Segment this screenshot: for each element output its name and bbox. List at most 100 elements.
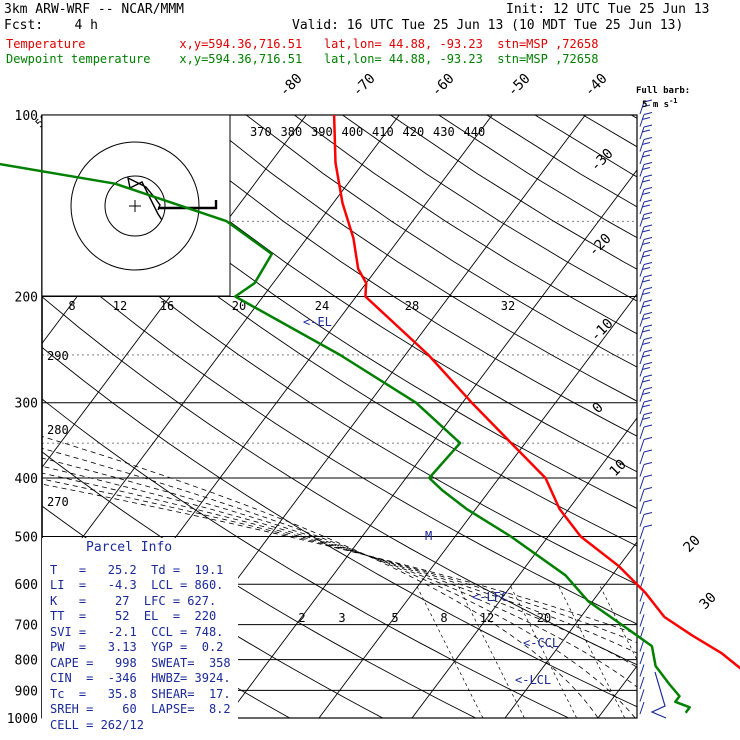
theta-label: 380 — [281, 125, 303, 139]
forecast-hour: Fcst: 4 h — [4, 18, 98, 33]
mixing-ratio-label: 8 — [68, 299, 75, 313]
isotherm-label: -60 — [429, 71, 458, 100]
mixing-ratio-label: 3 — [338, 611, 345, 625]
parcel-row: CELL = 262/12 — [50, 718, 144, 732]
pressure-tick-label: 1000 — [7, 712, 38, 727]
wind-barb — [643, 349, 653, 353]
dry-adiabat — [582, 115, 637, 148]
isotherm-label: -70 — [350, 71, 379, 100]
wind-barb — [639, 239, 645, 252]
wind-barb — [639, 564, 645, 577]
wind-barb — [639, 101, 645, 115]
isotherm-line — [318, 293, 637, 718]
hodograph — [41, 114, 231, 297]
wind-barb — [643, 449, 653, 453]
wind-barb — [643, 162, 653, 165]
parcel-row: T = 25.2 Td = 19.1 — [50, 563, 224, 577]
dry-adiabat — [101, 115, 637, 473]
wind-barb — [639, 289, 645, 302]
wind-barb — [643, 512, 653, 515]
wind-barb — [641, 354, 651, 358]
wind-barb — [639, 201, 645, 215]
wind-barb — [639, 689, 645, 702]
wind-barb — [641, 192, 651, 195]
isotherm-label: 20 — [681, 533, 704, 556]
dry-adiabat — [53, 115, 637, 509]
parcel-row: K = 27 LFC = 627. — [50, 594, 217, 608]
wind-barb — [643, 274, 653, 278]
wind-barb — [641, 342, 651, 345]
wind-barb — [639, 676, 645, 690]
wind-barb — [641, 167, 651, 170]
wind-barb — [643, 212, 653, 215]
wind-barb — [639, 414, 645, 427]
wind-barb — [641, 317, 651, 320]
wind-barb — [639, 476, 645, 490]
theta-label: 370 — [250, 125, 272, 139]
init-time: Init: 12 UTC Tue 25 Jun 13 — [506, 2, 710, 17]
wind-barb — [639, 664, 645, 677]
wind-barb — [641, 104, 651, 108]
wind-barb — [639, 189, 645, 202]
wind-barb — [639, 514, 645, 527]
wind-barb — [643, 149, 653, 153]
wind-barb — [643, 474, 653, 478]
wind-barb — [643, 399, 653, 403]
wind-barb — [641, 117, 651, 120]
wind-barb — [639, 651, 645, 665]
isotherm-label: 30 — [697, 590, 720, 613]
wind-barb — [643, 524, 653, 528]
wind-barb — [641, 242, 651, 245]
dry-adiabat — [42, 398, 570, 718]
parcel-info-panel: Parcel Info T = 25.2 Td = 19.1 LI = -4.3… — [42, 538, 238, 734]
wind-barb — [641, 404, 651, 408]
isotherm-label: -20 — [586, 231, 615, 260]
isotherm-label: 0 — [590, 400, 607, 417]
wind-barb — [641, 417, 651, 420]
theta-label: 410 — [372, 125, 394, 139]
mixing-ratio-label: 28 — [405, 299, 419, 313]
isotherm-label: 10 — [607, 457, 630, 480]
wind-barb — [639, 601, 645, 615]
dry-adiabat — [245, 115, 637, 368]
wind-barb — [643, 124, 653, 128]
theta-label: 430 — [433, 125, 455, 139]
wind-barb — [639, 151, 645, 165]
wind-barb — [639, 176, 645, 190]
theta-label: 390 — [311, 125, 333, 139]
wind-barb — [641, 279, 651, 283]
parcel-info-title: Parcel Info — [86, 540, 173, 555]
mixing-ratio-line — [509, 584, 577, 718]
wind-barb — [639, 314, 645, 327]
wind-barb — [643, 362, 653, 365]
wind-barb — [639, 114, 645, 127]
wind-barb — [641, 217, 651, 220]
parcel-row: CIN = -346 HWBZ= 3924. — [50, 671, 231, 685]
parcel-row: TT = 52 EL = 220 — [50, 609, 217, 623]
wind-barb — [639, 551, 645, 565]
pressure-tick-label: 700 — [15, 619, 38, 634]
hodograph-trace — [127, 176, 163, 221]
wind-barb — [639, 376, 645, 390]
wind-barb — [643, 137, 653, 140]
wind-barb — [643, 387, 653, 390]
wind-barb — [641, 392, 651, 395]
wind-barb — [643, 237, 653, 240]
wind-barb — [643, 299, 653, 303]
theta-label: 440 — [464, 125, 486, 139]
wind-barb — [641, 267, 651, 270]
wind-barb — [641, 229, 651, 233]
wind-barb — [643, 424, 653, 428]
wind-barb — [639, 164, 645, 177]
parcel-row: CAPE = 998 SWEAT= 358 — [50, 656, 231, 670]
theta-label: 280 — [47, 423, 69, 437]
level-marker-label: <-LFC — [472, 590, 508, 604]
wind-barb — [639, 276, 645, 290]
wind-barb — [643, 262, 653, 265]
theta-label: 290 — [47, 349, 69, 363]
isotherm-line — [597, 665, 637, 718]
wind-barb — [643, 337, 653, 340]
mixing-ratio-label: 16 — [160, 299, 174, 313]
dewpoint-profile — [0, 162, 691, 714]
dry-adiabat — [679, 115, 740, 731]
